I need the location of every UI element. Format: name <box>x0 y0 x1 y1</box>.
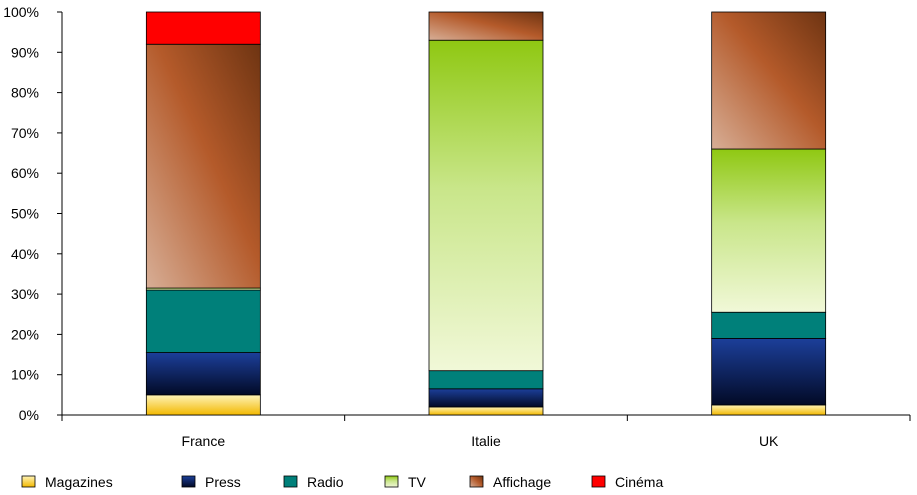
y-tick-label: 60% <box>11 165 39 181</box>
bar-stack-uk <box>711 11 827 416</box>
bar-segment-affichage <box>428 11 544 41</box>
bar-segment-radio <box>428 370 544 390</box>
bar-segment-press <box>711 338 827 406</box>
x-category-label: France <box>182 433 226 449</box>
legend-item: Press <box>181 474 241 490</box>
bar-segment-cin-ma <box>145 11 261 45</box>
legend-item: Magazines <box>21 474 113 490</box>
legend-swatch <box>591 475 606 488</box>
y-tick-label: 30% <box>11 286 39 302</box>
bar-segment-magazines <box>145 394 261 416</box>
legend-label: TV <box>408 474 427 490</box>
legend-label: Cinéma <box>615 474 663 490</box>
legend-label: Affichage <box>493 474 551 490</box>
legend-item: TV <box>384 474 427 490</box>
y-tick-label: 10% <box>11 367 39 383</box>
x-category-label: UK <box>759 433 779 449</box>
legend-item: Radio <box>283 474 344 490</box>
legend-label: Magazines <box>45 474 113 490</box>
bar-segment-press <box>428 388 544 408</box>
legend-swatch <box>384 475 399 488</box>
bar-segment-radio <box>145 289 261 353</box>
bar-segment-affichage <box>145 43 261 289</box>
y-tick-label: 100% <box>3 4 39 20</box>
legend-label: Radio <box>307 474 344 490</box>
legend-swatch <box>283 475 298 488</box>
category-labels: France Italie UK <box>182 433 780 449</box>
legend-item: Affichage <box>469 474 551 490</box>
bar-segment-tv <box>711 148 827 313</box>
bars-group <box>145 11 827 416</box>
legend-swatch <box>469 475 484 488</box>
legend-swatch <box>181 475 196 488</box>
bar-segment-affichage <box>711 11 827 150</box>
x-category-label: Italie <box>471 433 501 449</box>
y-tick-label: 40% <box>11 246 39 262</box>
y-tick-label: 70% <box>11 125 39 141</box>
legend: Magazines Press Radio TV Affichage Cinéma <box>21 474 663 490</box>
legend-swatch <box>21 475 36 488</box>
y-tick-label: 80% <box>11 85 39 101</box>
bar-segment-magazines <box>711 404 827 416</box>
y-tick-label: 0% <box>19 407 39 423</box>
bar-segment-radio <box>711 311 827 339</box>
bar-stack-france <box>145 11 261 416</box>
bar-segment-press <box>145 352 261 396</box>
y-tick-labels: 0% 10% 20% 30% 40% 50% 60% 70% 80% 90% 100% <box>3 4 39 423</box>
bar-segment-magazines <box>428 406 544 416</box>
bar-stack-italie <box>428 11 544 416</box>
y-tick-label: 90% <box>11 44 39 60</box>
legend-label: Press <box>205 474 241 490</box>
legend-item: Cinéma <box>591 474 663 490</box>
y-tick-label: 20% <box>11 326 39 342</box>
y-tick-label: 50% <box>11 206 39 222</box>
bar-segment-tv <box>428 39 544 372</box>
